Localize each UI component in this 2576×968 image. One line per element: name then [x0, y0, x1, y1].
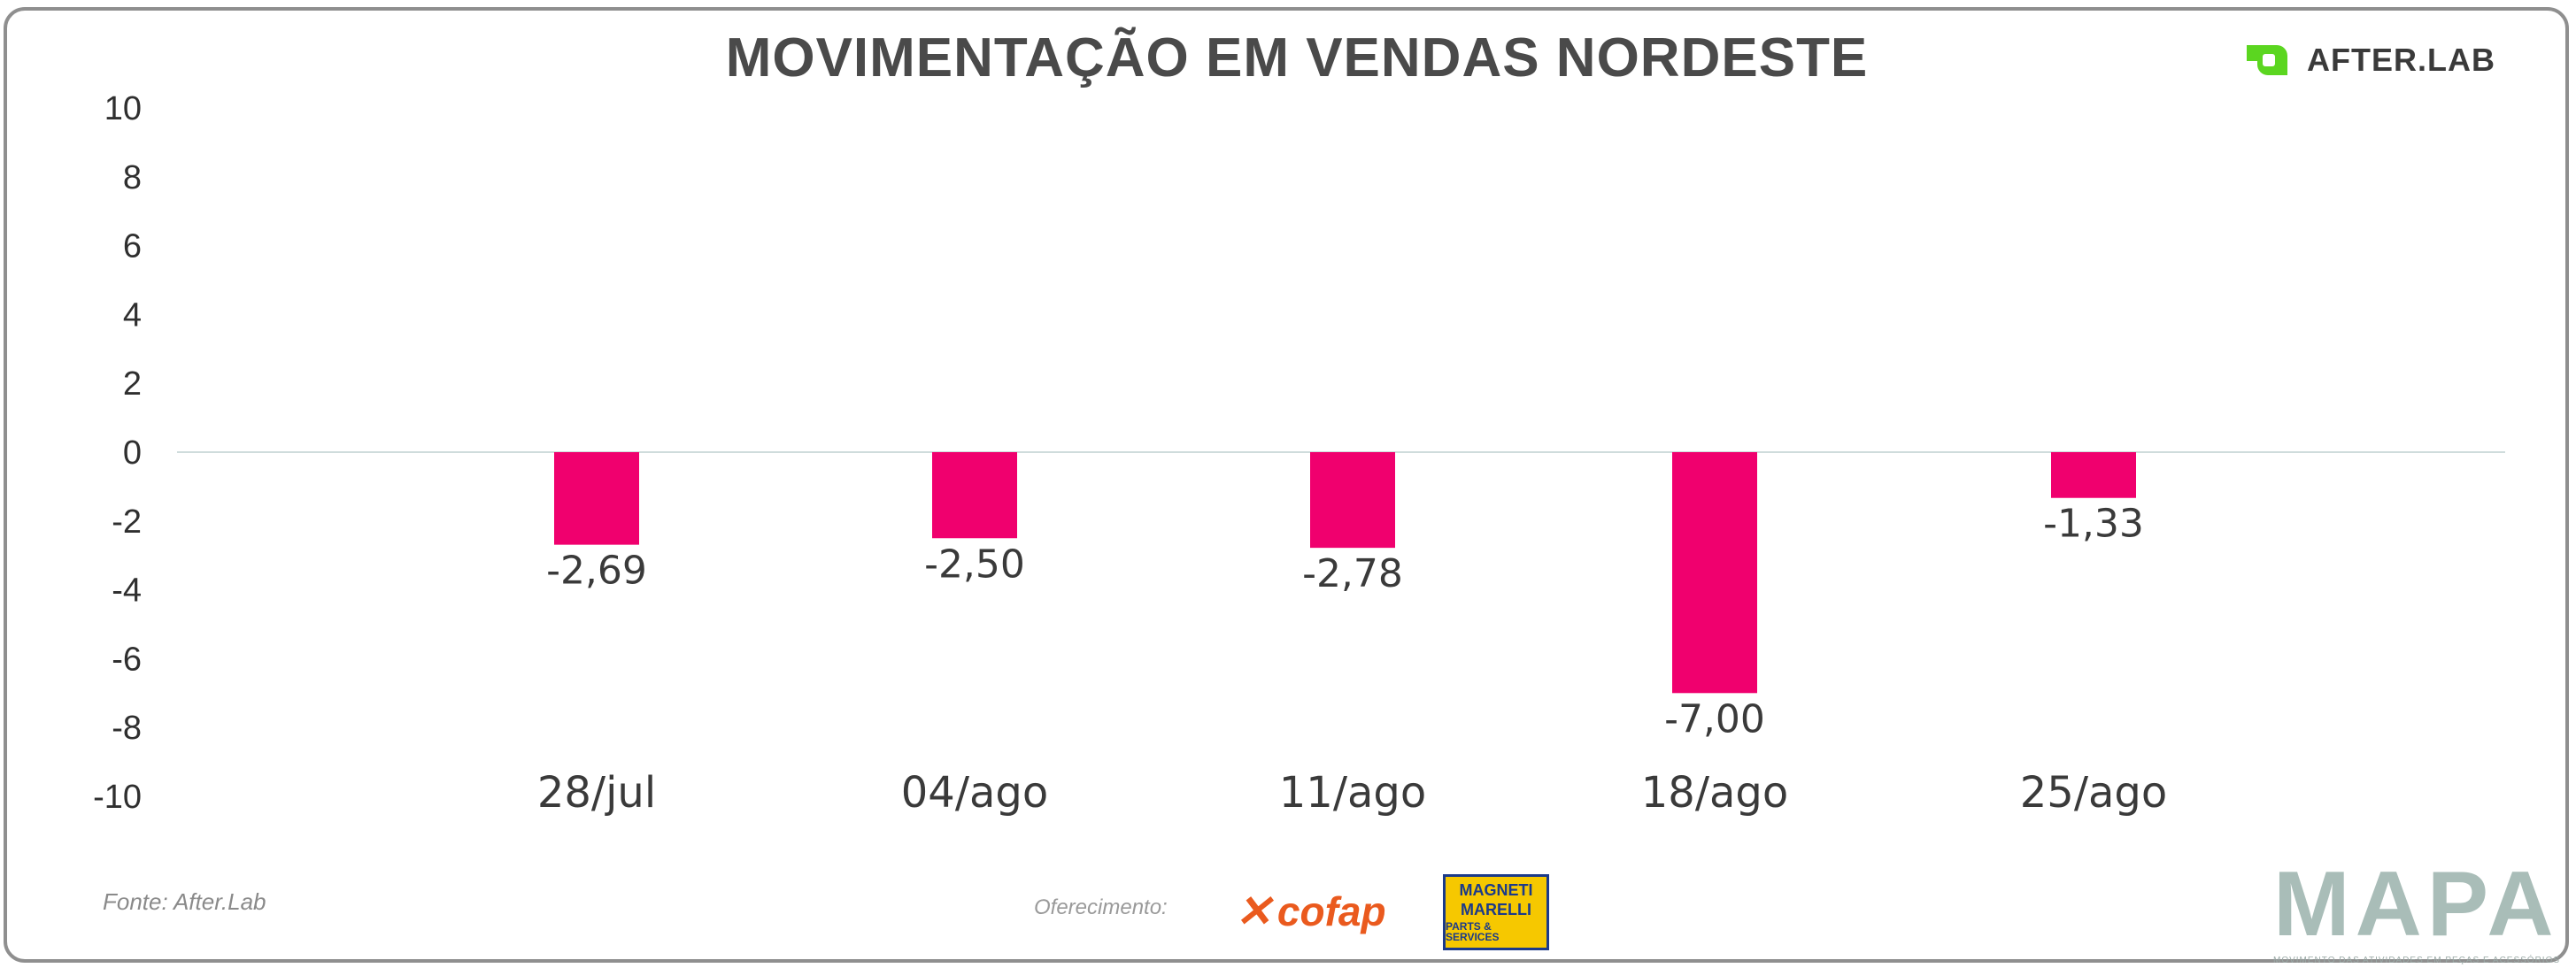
y-tick-label: 8	[123, 159, 142, 196]
cofap-logo: ✕ cofap	[1235, 888, 1386, 934]
y-tick-label: 2	[123, 365, 142, 403]
chart-frame	[4, 7, 2569, 963]
afterlab-logo: AFTER.LAB	[2240, 35, 2495, 85]
data-label: -2,50	[924, 542, 1025, 587]
afterlab-mark-icon	[2247, 45, 2287, 75]
magneti-marelli-logo: MAGNETI MARELLI PARTS & SERVICES	[1443, 874, 1549, 950]
data-label: -7,00	[1664, 696, 1765, 741]
magneti-logo-bottom: MARELLI	[1461, 901, 1531, 918]
mapa-tagline: MOVIMENTO DAS ATIVIDADES EM PEÇAS E ACES…	[2273, 956, 2561, 965]
x-tick-label: 28/jul	[537, 768, 656, 818]
mapa-logo: MAPA MOVIMENTO DAS ATIVIDADES EM PEÇAS E…	[2273, 853, 2561, 965]
source-note: Fonte: After.Lab	[103, 888, 266, 915]
bar	[1310, 452, 1395, 549]
y-tick-label: -6	[112, 641, 142, 678]
magneti-logo-tag: PARTS & SERVICES	[1446, 920, 1500, 943]
bar	[1672, 452, 1757, 694]
y-tick-label: -4	[112, 572, 142, 610]
x-tick-label: 04/ago	[901, 768, 1049, 818]
data-label: -1,33	[2043, 502, 2144, 547]
cofap-x-icon: ✕	[1235, 887, 1272, 936]
data-label: -2,78	[1302, 551, 1403, 596]
y-tick-label: 6	[123, 228, 142, 265]
chart-title: MOVIMENTAÇÃO EM VENDAS NORDESTE	[725, 27, 1869, 88]
bar	[2051, 452, 2136, 498]
x-tick-label: 11/ago	[1279, 768, 1427, 818]
y-tick-label: -8	[112, 710, 142, 747]
magneti-logo-top: MAGNETI	[1459, 881, 1533, 899]
data-label: -2,69	[546, 549, 647, 594]
mapa-logo-text: MAPA	[2273, 853, 2559, 956]
y-tick-label: -10	[93, 779, 142, 816]
bar	[932, 452, 1017, 539]
y-tick-label: -2	[112, 503, 142, 541]
y-tick-label: 0	[123, 434, 142, 472]
sponsor-label: Oferecimento:	[1034, 895, 1168, 919]
x-tick-label: 18/ago	[1641, 768, 1789, 818]
x-tick-label: 25/ago	[2020, 768, 2168, 818]
y-tick-label: 4	[123, 296, 142, 334]
y-tick-label: 10	[104, 90, 142, 127]
bar	[554, 452, 639, 545]
cofap-logo-text: cofap	[1276, 888, 1386, 934]
afterlab-logo-text: AFTER.LAB	[2307, 42, 2495, 78]
